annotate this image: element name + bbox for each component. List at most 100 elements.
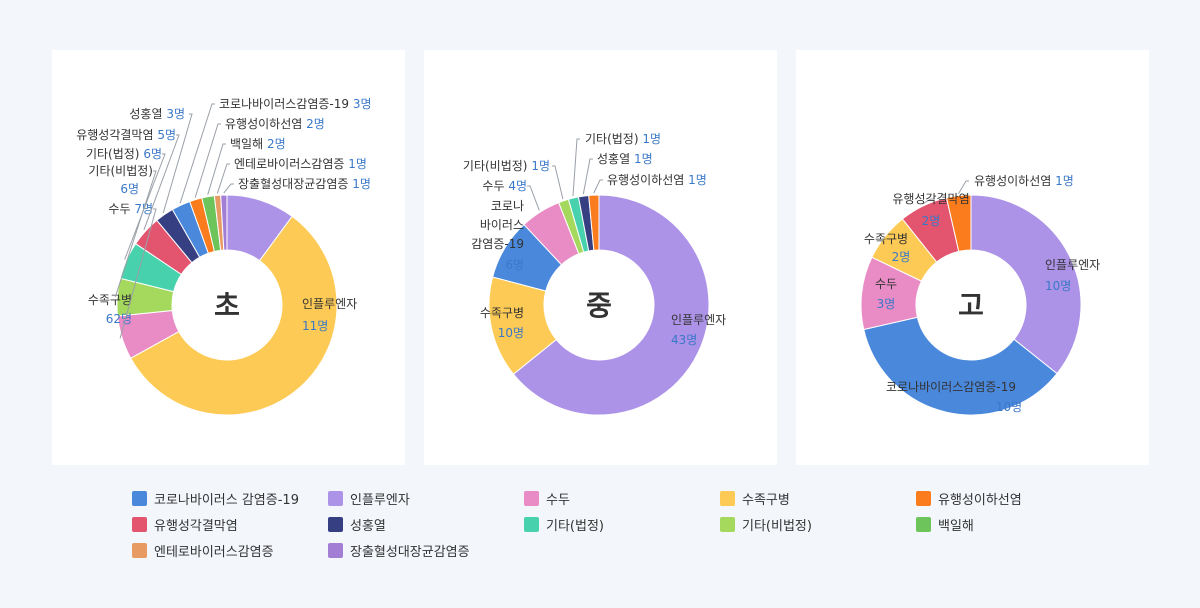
leader-line bbox=[207, 143, 226, 195]
slice-name-label: 감염증-19 bbox=[471, 237, 524, 251]
legend-label: 백일해 bbox=[938, 518, 974, 534]
slice-name-label: 수두 7명 bbox=[108, 202, 153, 216]
slice-value-label: 6명 bbox=[505, 258, 524, 272]
slice-value-label: 1명 bbox=[639, 132, 662, 146]
slice-value-label: 43명 bbox=[671, 333, 697, 347]
legend-label: 성홍열 bbox=[350, 518, 386, 534]
slice-value-label: 2명 bbox=[263, 137, 286, 151]
legend-label: 기타(비법정) bbox=[742, 518, 812, 534]
leader-line bbox=[124, 153, 166, 260]
donut-slice-covid[interactable] bbox=[863, 316, 1058, 416]
slice-name-label: 유행성이하선염 1명 bbox=[607, 172, 707, 187]
donut-chart-middle: 중 인플루엔자 43명 수족구병 10명 코로나바이러스감염증-19 6명 수두 4명 기타(비… bbox=[463, 132, 726, 416]
slice-name-label: 기타(비법정) 1명 bbox=[463, 159, 550, 173]
chart-panel-elementary: 초 인플루엔자 11명 수족구병 62명 수두 7명 기타(비법정) 6명 기타(법정) 6명 유… bbox=[52, 50, 405, 465]
slice-name-label: 유행성이하선염 1명 bbox=[974, 173, 1074, 188]
slice-name-label: 인플루엔자 bbox=[302, 297, 357, 311]
legend-label: 유행성이하선염 bbox=[938, 492, 1022, 508]
slice-value-label: 6명 bbox=[120, 182, 139, 196]
chart-center-label: 고 bbox=[958, 289, 984, 322]
legend-item-conjunctivitis[interactable]: 유행성각결막염 bbox=[132, 514, 328, 534]
slice-value-label: 4명 bbox=[505, 179, 528, 193]
leader-line bbox=[216, 163, 230, 194]
slice-name-label: 수족구병 bbox=[88, 293, 132, 307]
slice-name-label: 코로나바이러스감염증-19 3명 bbox=[219, 97, 372, 111]
donut-slice-hfmd[interactable] bbox=[130, 215, 338, 416]
legend-swatch bbox=[132, 490, 147, 506]
donut-slice-flu[interactable] bbox=[512, 194, 710, 416]
chart-panel-high: 고 인플루엔자 10명 코로나바이러스감염증-19 10명 수두 3명 수족구병 2명 유행성각결… bbox=[796, 50, 1149, 465]
donut-slice-mumps[interactable] bbox=[588, 194, 600, 251]
legend-swatch bbox=[720, 516, 735, 532]
slice-value-label: 1명 bbox=[630, 152, 653, 166]
slice-value-label: 1명 bbox=[348, 177, 371, 191]
donut-slice-flu[interactable] bbox=[970, 194, 1082, 375]
chart-panel-middle: 중 인플루엔자 43명 수족구병 10명 코로나 바이러스 감염증-19 6명 수두 4명 기타(비… bbox=[424, 50, 777, 465]
legend-swatch bbox=[328, 516, 343, 532]
slice-value-label: 1명 bbox=[344, 157, 367, 171]
slice-value-label: 3명 bbox=[349, 97, 372, 111]
slice-name-label: 장출혈성대장균감염증 1명 bbox=[238, 177, 371, 191]
leader-line bbox=[223, 183, 234, 194]
legend-item-ehec[interactable]: 장출혈성대장균감염증 bbox=[328, 540, 524, 560]
leader-line bbox=[143, 134, 180, 231]
leader-line bbox=[527, 185, 540, 211]
chart-center-label: 초 bbox=[214, 289, 240, 322]
slice-value-label: 5명 bbox=[154, 128, 177, 142]
leader-line bbox=[119, 208, 157, 339]
slice-value-label: 10명 bbox=[498, 326, 524, 340]
slice-value-label: 1명 bbox=[528, 159, 551, 173]
legend-swatch bbox=[328, 490, 343, 506]
legend-label: 코로나바이러스 감염증-19 bbox=[154, 492, 299, 508]
leader-line bbox=[922, 198, 934, 205]
leader-line bbox=[552, 165, 564, 200]
leader-line bbox=[958, 180, 969, 194]
slice-name-label: 수두 bbox=[875, 277, 897, 291]
slice-name-label: 인플루엔자 bbox=[671, 313, 726, 327]
donut-slice-mumps[interactable] bbox=[945, 194, 972, 252]
slice-name-label: 유행성각결막염 5명 bbox=[76, 127, 176, 142]
slice-value-label: 10명 bbox=[996, 400, 1022, 414]
slice-value-label: 2명 bbox=[892, 250, 911, 264]
leader-line bbox=[194, 123, 221, 198]
chart-center-label: 중 bbox=[586, 289, 612, 322]
legend-swatch bbox=[132, 542, 147, 558]
legend-item-scarlet-fever[interactable]: 성홍열 bbox=[328, 514, 524, 534]
slice-name-label: 인플루엔자 bbox=[1045, 258, 1100, 272]
slice-name-label: 유행성각결막염 bbox=[892, 191, 969, 206]
leader-line bbox=[179, 103, 215, 204]
legend-item-other-legal[interactable]: 기타(법정) bbox=[524, 514, 720, 534]
leader-line bbox=[593, 179, 603, 194]
legend-swatch bbox=[916, 516, 931, 532]
slice-value-label: 6명 bbox=[140, 147, 163, 161]
legend-label: 수두 bbox=[546, 492, 570, 508]
donut-chart-high: 고인플루엔자10명코로나바이러스감염증-1910명수두3명수족구병2명유행성각결… bbox=[860, 173, 1100, 416]
legend-swatch bbox=[328, 542, 343, 558]
slice-name-label: 유행성이하선염 2명 bbox=[225, 116, 325, 131]
slice-name-label: 기타(법정) 1명 bbox=[585, 132, 661, 146]
slice-name-label: 기타(비법정) bbox=[88, 164, 153, 178]
slice-name-label: 기타(법정) 6명 bbox=[86, 147, 162, 161]
legend-item-enterovirus[interactable]: 엔테로바이러스감염증 bbox=[132, 540, 328, 560]
leader-line bbox=[162, 113, 193, 214]
legend-item-pertussis[interactable]: 백일해 bbox=[916, 514, 1112, 534]
legend-swatch bbox=[524, 490, 539, 506]
legend-item-chickenpox[interactable]: 수두 bbox=[524, 488, 720, 508]
legend-swatch bbox=[132, 516, 147, 532]
slice-value-label: 7명 bbox=[131, 202, 154, 216]
slice-name-label: 성홍열 1명 bbox=[597, 152, 653, 166]
legend-item-hfmd[interactable]: 수족구병 bbox=[720, 488, 916, 508]
slice-value-label: 1명 bbox=[1051, 174, 1074, 188]
slice-value-label: 3명 bbox=[877, 297, 896, 311]
legend-item-other-nonlegal[interactable]: 기타(비법정) bbox=[720, 514, 916, 534]
legend-item-flu[interactable]: 인플루엔자 bbox=[328, 488, 524, 508]
slice-value-label: 1명 bbox=[684, 173, 707, 187]
donut-slice-ehec[interactable] bbox=[220, 194, 228, 251]
legend-item-covid[interactable]: 코로나바이러스 감염증-19 bbox=[132, 488, 328, 508]
leader-line bbox=[572, 138, 580, 197]
slice-name-label: 바이러스 bbox=[480, 218, 524, 232]
legend-label: 인플루엔자 bbox=[350, 492, 410, 508]
slice-name-label: 코로나 bbox=[491, 199, 524, 213]
slice-name-label: 수두 4명 bbox=[482, 179, 527, 193]
legend-item-mumps[interactable]: 유행성이하선염 bbox=[916, 488, 1112, 508]
